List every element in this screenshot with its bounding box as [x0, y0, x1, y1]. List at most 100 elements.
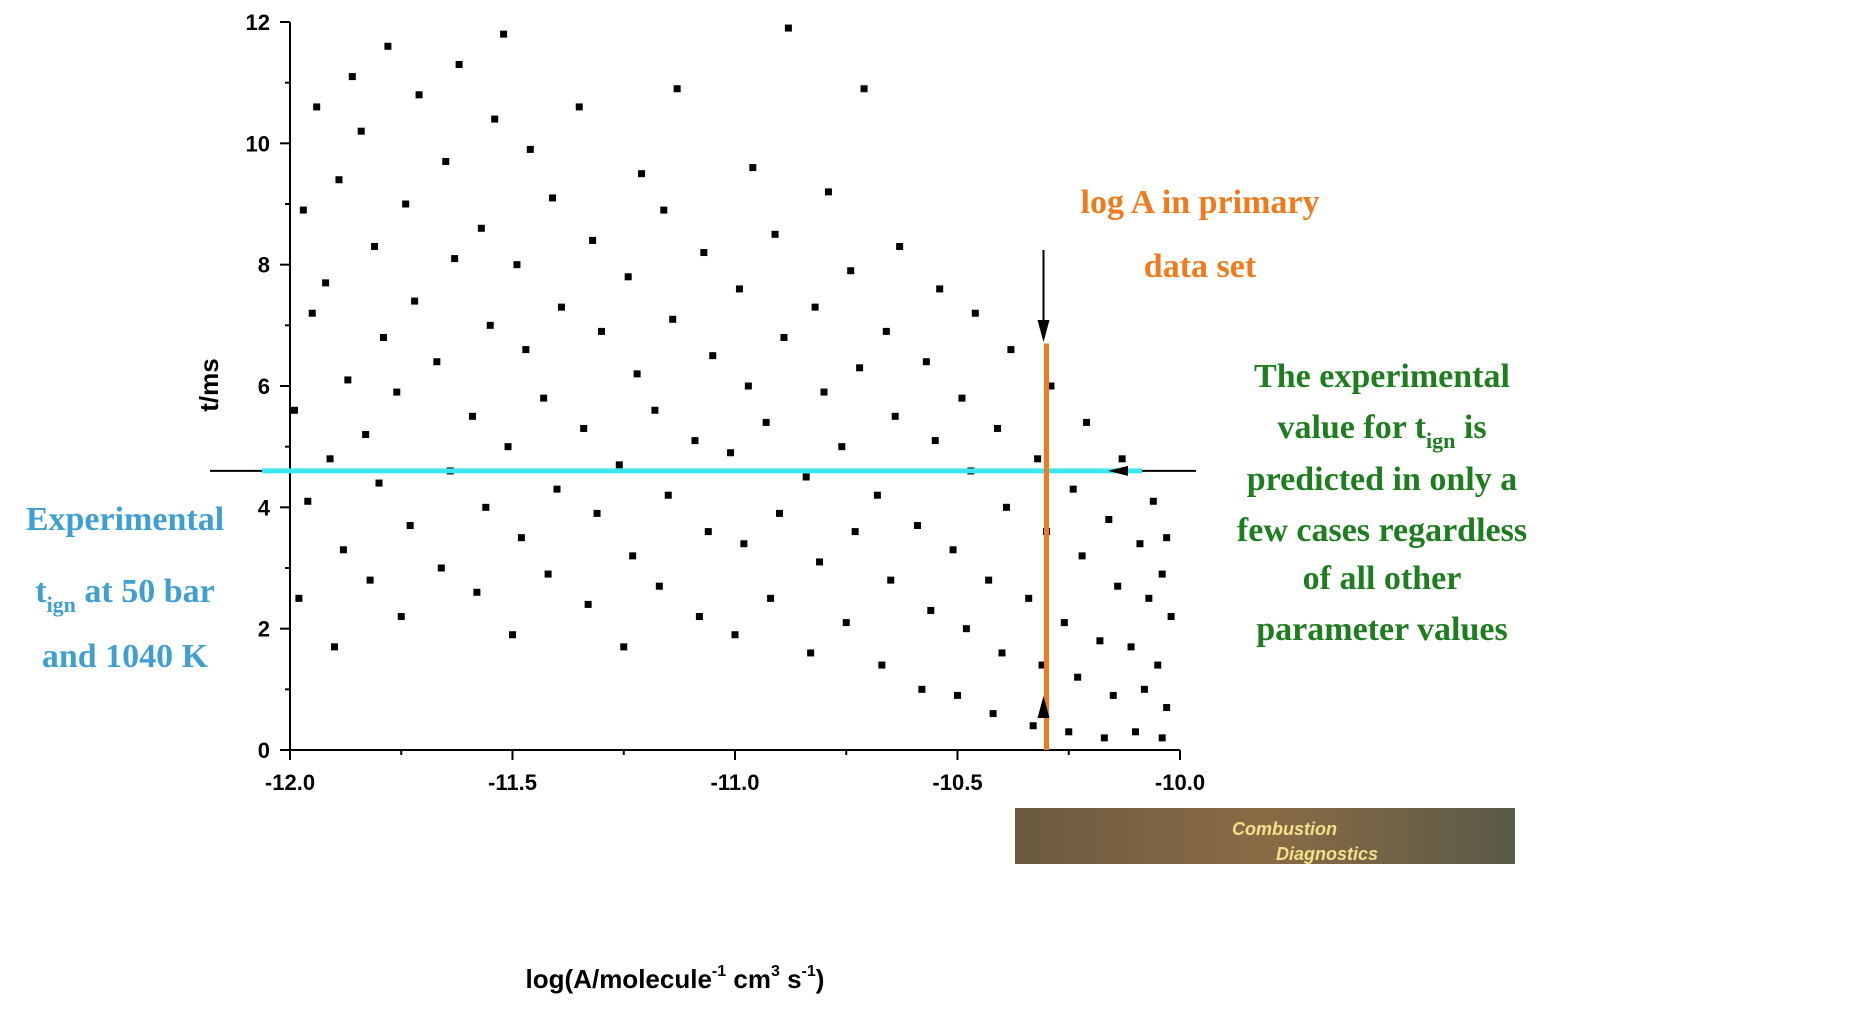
- annotation: log A in primary: [1081, 184, 1320, 221]
- point: [1100, 734, 1108, 742]
- point: [486, 321, 494, 329]
- x-axis-label-sup: -1: [802, 963, 816, 980]
- point: [691, 437, 699, 445]
- annotation-part: The experimental: [1254, 358, 1510, 395]
- annotation-part: few cases regardless: [1237, 512, 1527, 549]
- point: [780, 333, 788, 341]
- point: [673, 85, 681, 93]
- point: [891, 412, 899, 420]
- x-axis-label-part: log(A/molecule: [526, 964, 712, 994]
- point: [500, 30, 508, 38]
- x-axis-label: log(A/molecule-1 cm3 s-1): [526, 963, 825, 994]
- annotation: The experimental: [1254, 358, 1510, 395]
- point: [1154, 661, 1162, 669]
- point: [598, 327, 605, 335]
- point: [784, 24, 792, 32]
- point: [749, 164, 757, 172]
- point: [1007, 346, 1015, 354]
- annotation-part: value for t: [1277, 409, 1426, 446]
- point: [375, 479, 383, 487]
- point: [575, 103, 583, 111]
- point: [1096, 637, 1104, 645]
- point: [936, 285, 944, 293]
- logo-text: Diagnostics: [1276, 844, 1378, 864]
- x-tick-label: -10.5: [932, 770, 982, 795]
- point: [807, 649, 815, 657]
- point: [887, 576, 895, 584]
- point: [442, 158, 450, 166]
- point: [1034, 455, 1042, 463]
- point: [473, 588, 481, 596]
- point: [344, 376, 352, 384]
- point: [847, 267, 855, 275]
- point: [1158, 734, 1166, 742]
- point: [379, 333, 387, 341]
- point: [1074, 673, 1082, 681]
- annotation-part: and 1040 K: [42, 638, 209, 675]
- logo-text: Combustion: [1232, 819, 1337, 839]
- point: [1105, 515, 1113, 523]
- point: [544, 570, 552, 578]
- point: [802, 473, 810, 481]
- point: [437, 564, 445, 572]
- point: [913, 522, 921, 530]
- point: [326, 455, 334, 463]
- point: [762, 418, 770, 426]
- point: [322, 279, 330, 287]
- point: [882, 327, 890, 335]
- x-tick-label: -11.0: [711, 770, 760, 795]
- point: [509, 631, 516, 639]
- point: [842, 619, 850, 627]
- point: [526, 145, 534, 153]
- point: [477, 224, 485, 232]
- point: [331, 643, 338, 651]
- point: [308, 309, 316, 317]
- point: [299, 206, 307, 214]
- point: [633, 370, 641, 378]
- arrow-head: [1037, 696, 1050, 718]
- annotation-part: t: [35, 573, 47, 610]
- annotation-sub: ign: [47, 592, 76, 617]
- point: [339, 546, 347, 554]
- point: [954, 691, 961, 699]
- point: [1060, 619, 1068, 627]
- x-tick-label: -11.5: [488, 770, 537, 795]
- point: [1038, 661, 1046, 669]
- point: [402, 200, 410, 208]
- point: [860, 85, 868, 93]
- arrow-head: [1037, 320, 1050, 342]
- point: [1149, 497, 1157, 505]
- point: [1127, 643, 1135, 651]
- point: [1132, 728, 1139, 736]
- point: [1065, 728, 1073, 736]
- point: [451, 255, 459, 263]
- point: [1029, 722, 1037, 730]
- point: [971, 309, 979, 317]
- point: [584, 600, 592, 608]
- point: [1145, 594, 1153, 602]
- point: [958, 394, 966, 402]
- x-tick-label: -12.0: [265, 770, 315, 795]
- y-tick-label: 4: [258, 495, 271, 520]
- point: [985, 576, 993, 584]
- point: [873, 491, 881, 499]
- annotation-part: is: [1455, 409, 1486, 446]
- arrow-head: [1108, 465, 1128, 476]
- point: [949, 546, 957, 554]
- annotation: of all other: [1303, 560, 1462, 597]
- annotation-part: at 50 bar: [76, 573, 215, 610]
- y-tick-label: 12: [246, 10, 270, 35]
- point: [896, 242, 904, 250]
- point: [856, 364, 864, 372]
- point: [820, 388, 828, 396]
- y-tick-label: 2: [258, 617, 270, 642]
- point: [366, 576, 374, 584]
- point: [731, 631, 739, 639]
- annotation: Experimental: [26, 501, 224, 538]
- point: [989, 710, 997, 718]
- point: [811, 303, 819, 311]
- point: [1114, 582, 1122, 590]
- point: [290, 406, 298, 414]
- point: [838, 443, 846, 451]
- point: [744, 382, 752, 390]
